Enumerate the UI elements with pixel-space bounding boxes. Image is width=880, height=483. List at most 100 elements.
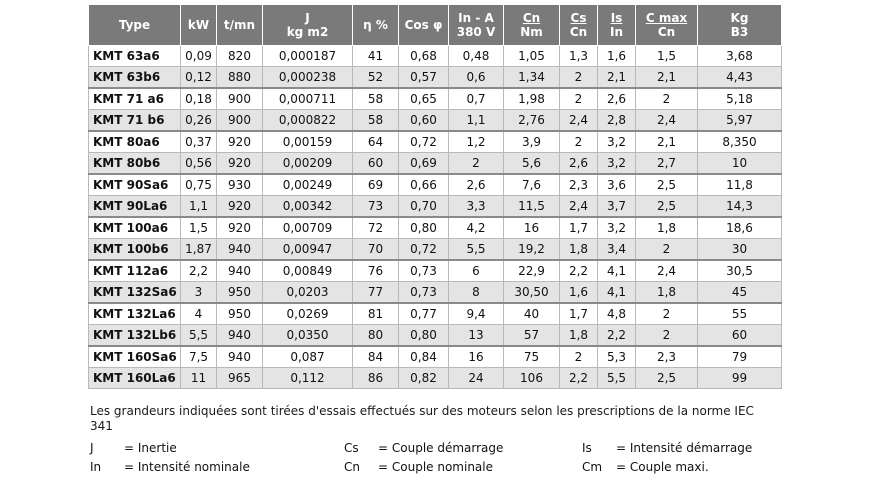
value-cell: 5,97 (697, 109, 782, 132)
legend-item: In = Intensité nominale (90, 460, 250, 474)
value-cell: 0,00249 (262, 173, 353, 196)
column-header: t/mn (216, 4, 263, 46)
value-cell: 950 (216, 281, 263, 304)
legend-text: = Couple démarrage (378, 441, 504, 455)
motor-type-cell: KMT 132Lb6 (88, 324, 181, 347)
value-cell: 0,00159 (262, 130, 353, 153)
table-row: KMT 90La6 1,1 920 0,00342 73 0,70 3,3 11,5 2,4 3,… (88, 195, 782, 218)
legend-symbol: Cn (344, 460, 360, 474)
column-header: Type (88, 4, 181, 46)
value-cell: 3,4 (597, 238, 636, 261)
value-cell: 0,57 (398, 66, 449, 89)
value-cell: 1,8 (559, 238, 598, 261)
value-cell: 2 (559, 66, 598, 89)
value-cell: 940 (216, 324, 263, 347)
value-cell: 2,5 (635, 195, 698, 218)
column-header-line: C max (645, 11, 688, 25)
value-cell: 2,2 (597, 324, 636, 347)
value-cell: 3 (180, 281, 217, 304)
value-cell: 55 (697, 302, 782, 325)
value-cell: 0,70 (398, 195, 449, 218)
column-header-line: In - A (458, 11, 494, 25)
value-cell: 99 (697, 367, 782, 389)
legend-item: J = Inertie (90, 441, 177, 455)
table-row: KMT 160La6 11 965 0,112 86 0,82 24 106 2,2 5,5 2,5… (88, 367, 782, 389)
value-cell: 2,3 (559, 173, 598, 196)
legend-symbol: J (90, 441, 94, 455)
table-row: KMT 90Sa6 0,75 930 0,00249 69 0,66 2,6 7,6 2,3 3,… (88, 173, 782, 196)
value-cell: 0,087 (262, 345, 353, 368)
value-cell: 0,84 (398, 345, 449, 368)
motor-type-cell: KMT 80a6 (88, 130, 181, 153)
value-cell: 84 (352, 345, 399, 368)
value-cell: 2 (635, 87, 698, 110)
value-cell: 2,4 (635, 259, 698, 282)
value-cell: 3,68 (697, 45, 782, 67)
value-cell: 920 (216, 130, 263, 153)
table-row: KMT 160Sa6 7,5 940 0,087 84 0,84 16 75 2 5,3 2,3 79 (88, 345, 782, 368)
value-cell: 11,5 (503, 195, 560, 218)
column-header-line: Cs (570, 11, 587, 25)
value-cell: 9,4 (448, 302, 504, 325)
value-cell: 0,000822 (262, 109, 353, 132)
motor-type-cell: KMT 90La6 (88, 195, 181, 218)
table-row: KMT 100b6 1,87 940 0,00947 70 0,72 5,5 19,2 1,8 3… (88, 238, 782, 261)
column-header: In - A 380 V (448, 4, 504, 46)
value-cell: 2,2 (559, 367, 598, 389)
column-header-line: J (305, 11, 310, 25)
value-cell: 0,69 (398, 152, 449, 175)
value-cell: 19,2 (503, 238, 560, 261)
value-cell: 16 (448, 345, 504, 368)
value-cell: 2,6 (448, 173, 504, 196)
value-cell: 1,87 (180, 238, 217, 261)
column-header-line: kg m2 (286, 25, 329, 39)
column-header-line: B3 (730, 25, 749, 39)
table-row: KMT 132Lb6 5,5 940 0,0350 80 0,80 13 57 1,8 2,2 2 6… (88, 324, 782, 347)
value-cell: 920 (216, 195, 263, 218)
value-cell: 0,72 (398, 130, 449, 153)
value-cell: 45 (697, 281, 782, 304)
value-cell: 1,5 (180, 216, 217, 239)
value-cell: 81 (352, 302, 399, 325)
column-header-line: Type (118, 18, 151, 32)
value-cell: 4 (180, 302, 217, 325)
value-cell: 820 (216, 45, 263, 67)
value-cell: 0,000238 (262, 66, 353, 89)
value-cell: 2,1 (635, 130, 698, 153)
value-cell: 2,3 (635, 345, 698, 368)
motor-type-cell: KMT 71 b6 (88, 109, 181, 132)
value-cell: 106 (503, 367, 560, 389)
value-cell: 2,6 (559, 152, 598, 175)
value-cell: 2 (635, 324, 698, 347)
value-cell: 0,72 (398, 238, 449, 261)
value-cell: 1,6 (559, 281, 598, 304)
value-cell: 16 (503, 216, 560, 239)
motor-type-cell: KMT 63a6 (88, 45, 181, 67)
legend-symbol: Is (582, 441, 592, 455)
motor-type-cell: KMT 132La6 (88, 302, 181, 325)
value-cell: 2 (448, 152, 504, 175)
motor-type-cell: KMT 112a6 (88, 259, 181, 282)
value-cell: 30,50 (503, 281, 560, 304)
value-cell: 940 (216, 345, 263, 368)
value-cell: 13 (448, 324, 504, 347)
value-cell: 11,8 (697, 173, 782, 196)
value-cell: 2,4 (559, 195, 598, 218)
value-cell: 0,60 (398, 109, 449, 132)
value-cell: 0,112 (262, 367, 353, 389)
value-cell: 18,6 (697, 216, 782, 239)
value-cell: 1,98 (503, 87, 560, 110)
column-header-line: In (609, 25, 623, 39)
value-cell: 2 (559, 130, 598, 153)
value-cell: 5,5 (180, 324, 217, 347)
value-cell: 0,0350 (262, 324, 353, 347)
legend-item: Cm = Couple maxi. (582, 460, 709, 474)
value-cell: 2,7 (635, 152, 698, 175)
value-cell: 4,43 (697, 66, 782, 89)
value-cell: 4,2 (448, 216, 504, 239)
value-cell: 2,8 (597, 109, 636, 132)
column-header-line: Nm (520, 25, 543, 39)
value-cell: 14,3 (697, 195, 782, 218)
value-cell: 72 (352, 216, 399, 239)
table-row: KMT 80a6 0,37 920 0,00159 64 0,72 1,2 3,9 2 3,2 2,… (88, 130, 782, 153)
